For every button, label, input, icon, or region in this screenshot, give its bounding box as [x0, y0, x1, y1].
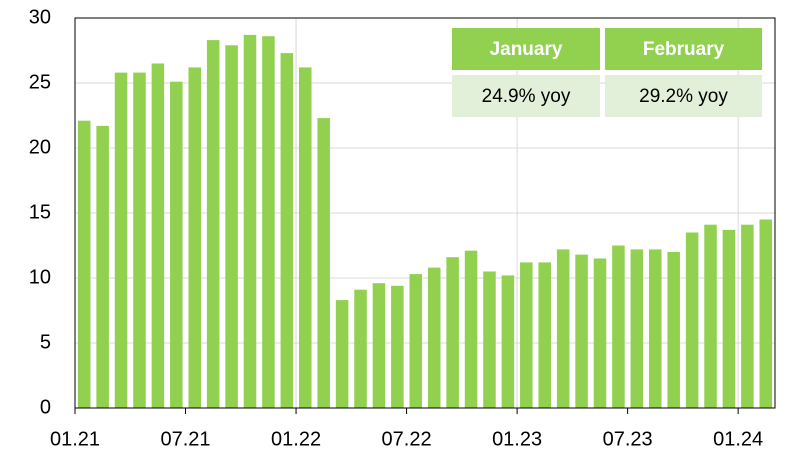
- table-value: 29.2% yoy: [639, 86, 728, 107]
- bar: [133, 72, 146, 408]
- x-tick-label: 01.22: [271, 428, 321, 450]
- bar: [77, 120, 91, 408]
- y-tick-label: 30: [29, 6, 51, 28]
- bar: [483, 271, 496, 408]
- bar: [317, 118, 330, 408]
- y-tick-label: 25: [29, 71, 51, 93]
- bar: [188, 67, 201, 409]
- bar: [225, 45, 238, 409]
- bar: [593, 258, 607, 408]
- bar: [114, 72, 128, 408]
- bar: [335, 300, 349, 408]
- bar: [243, 34, 257, 409]
- bar: [538, 262, 551, 408]
- x-tick-label: 01.21: [50, 428, 100, 450]
- bar: [520, 262, 533, 408]
- bar: [299, 67, 312, 409]
- bar: [759, 219, 773, 408]
- bar: [96, 125, 109, 409]
- bar: [280, 53, 294, 408]
- y-tick-label: 5: [40, 331, 51, 353]
- table-cell: [605, 75, 762, 117]
- y-tick-label: 20: [29, 136, 51, 158]
- x-tick-label: 07.22: [382, 428, 432, 450]
- x-tick-label: 01.24: [713, 428, 763, 450]
- bar: [427, 267, 441, 408]
- plot-border: [74, 17, 776, 409]
- table-value: 24.9% yoy: [482, 86, 571, 107]
- bar: [575, 254, 588, 408]
- bar: [262, 36, 275, 408]
- bar: [556, 249, 570, 408]
- bar: [612, 245, 625, 408]
- bar: [704, 224, 717, 408]
- y-tick-label: 0: [40, 396, 51, 418]
- bar: [446, 257, 459, 408]
- bar: [741, 224, 754, 408]
- bar: [391, 285, 404, 408]
- bar: [722, 229, 736, 408]
- bar: [372, 283, 386, 408]
- bar: [667, 252, 680, 408]
- y-tick-label: 10: [29, 266, 51, 288]
- table-header-cell: [452, 28, 600, 70]
- bar: [649, 249, 662, 408]
- table-header: January: [490, 39, 563, 60]
- bar: [354, 289, 367, 408]
- bar: [464, 250, 478, 408]
- table-cell: [452, 75, 600, 117]
- table-header-cell: [605, 28, 762, 70]
- x-tick-label: 07.21: [160, 428, 210, 450]
- bar: [630, 249, 644, 408]
- bar: [170, 81, 183, 408]
- bar: [501, 275, 515, 408]
- bar: [151, 63, 165, 408]
- table-header: February: [643, 39, 725, 60]
- bar: [409, 274, 423, 408]
- x-tick-label: 07.23: [603, 428, 653, 450]
- y-tick-label: 15: [29, 201, 51, 223]
- bar: [206, 40, 220, 408]
- x-tick-label: 01.23: [492, 428, 542, 450]
- bar: [685, 232, 699, 408]
